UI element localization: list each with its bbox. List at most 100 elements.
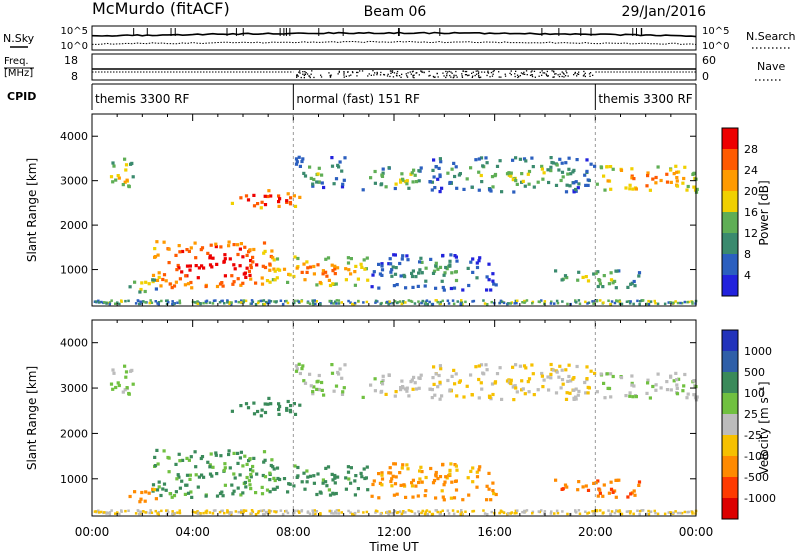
nave-dot: [389, 75, 391, 78]
power-echo-cell: [682, 176, 686, 181]
power-ground-scatter-cell: [647, 299, 650, 303]
power-ground-scatter-cell: [120, 299, 123, 302]
velocity-ground-scatter-cell: [607, 509, 610, 512]
velocity-echo-cell: [549, 372, 553, 376]
velocity-ground-scatter-cell: [199, 512, 202, 515]
power-echo-cell: [401, 254, 405, 258]
velocity-ground-scatter-cell: [226, 511, 229, 514]
nave-dot: [433, 76, 435, 78]
velocity-echo-cell: [417, 376, 421, 380]
power-ground-scatter-cell: [543, 302, 546, 305]
power-echo-cell: [429, 257, 433, 261]
velocity-ground-scatter-cell: [400, 512, 404, 516]
velocity-echo-cell: [485, 498, 489, 502]
power-echo-cell: [554, 183, 559, 187]
velocity-echo-cell: [677, 377, 681, 381]
power-ground-scatter-cell: [110, 299, 113, 302]
power-echo-cell: [586, 178, 590, 182]
nsky-traces: [91, 28, 697, 45]
nave-dot: [409, 71, 411, 73]
velocity-ground-scatter-cell: [656, 512, 660, 516]
velocity-ground-scatter-cell: [620, 512, 624, 516]
velocity-echo-cell: [123, 388, 127, 392]
velocity-echo-cell: [484, 363, 488, 367]
power-echo-cell: [659, 178, 663, 183]
power-echo-cell: [293, 204, 298, 208]
power-echo-cell: [268, 268, 272, 272]
velocity-echo-cell: [479, 363, 484, 367]
power-echo-cell: [230, 201, 234, 205]
nave-dot: [576, 73, 579, 75]
velocity-echo-cell: [266, 402, 270, 406]
power-echo-cell: [252, 204, 257, 208]
power-echo-cell: [262, 241, 267, 245]
nave-dot: [534, 76, 536, 78]
velocity-echo-cell: [440, 394, 444, 398]
velocity-echo-cell: [177, 452, 181, 456]
power-echo-cell: [675, 176, 679, 180]
velocity-ground-scatter-cell: [166, 509, 169, 512]
nave-dot: [546, 70, 548, 73]
velocity-ground-scatter-cell: [691, 512, 694, 515]
power-ground-scatter-cell: [167, 301, 170, 304]
power-echo-cell: [127, 185, 131, 189]
power-echo-cell: [123, 157, 127, 161]
power-ground-scatter-cell: [398, 300, 402, 303]
velocity-echo-cell: [596, 494, 600, 498]
velocity-echo-cell: [593, 371, 597, 375]
power-echo-cell: [489, 288, 493, 292]
velocity-echo-cell: [277, 407, 281, 412]
nave-dot: [543, 72, 546, 74]
power-ground-scatter-cell: [347, 299, 350, 303]
power-echo-cell: [178, 277, 182, 281]
power-echo-cell: [342, 178, 346, 182]
nave-dot: [299, 72, 301, 74]
power-echo-cell: [262, 251, 266, 255]
velocity-echo-cell: [453, 479, 458, 483]
velocity-echo-cell: [572, 397, 576, 401]
velocity-ground-scatter-cell: [240, 509, 243, 512]
power-echo-cell: [442, 273, 446, 277]
power-echo-cell: [309, 176, 313, 180]
power-echo-cell: [527, 169, 532, 174]
velocity-ground-scatter-cell: [574, 509, 577, 512]
nave-dot: [480, 76, 482, 78]
power-echo-cell: [411, 285, 415, 289]
velocity-echo-cell: [300, 367, 304, 371]
velocity-ground-scatter-cell: [683, 510, 687, 514]
power-ground-scatter-cell: [513, 302, 516, 305]
velocity-ground-scatter-cell: [205, 511, 208, 515]
velocity-echo-cell: [417, 480, 421, 485]
velocity-ground-scatter-cell: [142, 510, 145, 513]
power-echo-cell: [343, 156, 347, 160]
nave-dot: [475, 70, 477, 72]
power-ground-scatter-cell: [447, 302, 451, 305]
velocity-echo-cell: [584, 391, 588, 395]
velocity-ground-scatter-cell: [577, 509, 581, 512]
nave-dot: [541, 70, 543, 72]
nave-dot: [529, 74, 532, 76]
nave-dot: [400, 76, 402, 78]
velocity-ground-scatter-cell: [139, 510, 143, 514]
velocity-echo-cell: [271, 487, 275, 491]
velocity-ground-scatter-cell: [226, 509, 229, 512]
velocity-echo-cell: [485, 368, 489, 372]
velocity-echo-cell: [392, 493, 396, 497]
power-echo-cell: [366, 278, 370, 282]
velocity-echo-cell: [561, 382, 565, 386]
velocity-echo-cell: [442, 483, 446, 487]
velocity-echo-cell: [180, 479, 184, 483]
velocity-ground-scatter-cell: [259, 509, 262, 513]
velocity-echo-cell: [380, 382, 385, 386]
velocity-echo-cell: [327, 488, 331, 492]
power-echo-cell: [277, 194, 281, 198]
power-echo-cell: [320, 181, 324, 185]
power-echo-cell: [373, 181, 377, 185]
velocity-echo-cell: [656, 372, 660, 376]
nave-dot: [531, 74, 533, 76]
velocity-echo-cell: [252, 401, 256, 405]
power-echo-cell: [220, 281, 224, 285]
velocity-echo-cell: [634, 395, 638, 399]
nave-dot: [531, 70, 533, 72]
power-echo-cell: [602, 274, 606, 278]
